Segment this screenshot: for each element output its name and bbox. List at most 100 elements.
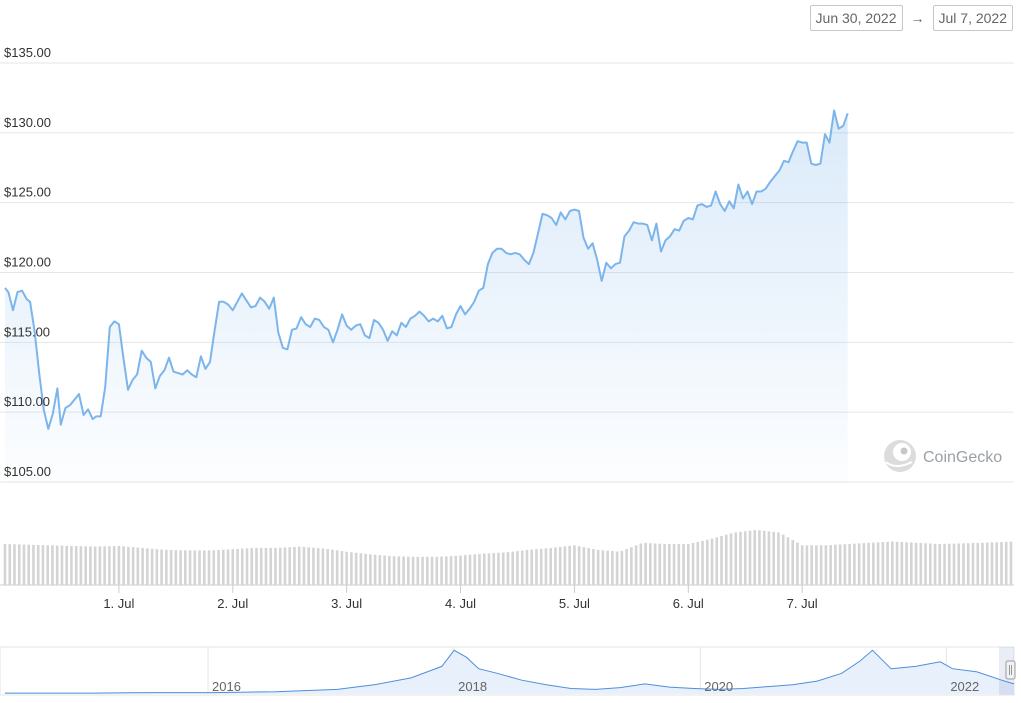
volume-bar [27,544,31,585]
volume-bar [3,544,7,585]
volume-bar [772,531,776,585]
volume-bar [857,543,861,585]
volume-bar [22,544,26,585]
x-tick-label: 7. Jul [787,596,818,611]
volume-bar [924,543,927,585]
volume-bar [463,555,467,585]
volume-bar [459,555,462,585]
volume-bar [117,545,121,585]
price-line [4,109,849,430]
volume-bar [962,543,965,585]
volume-bar [36,544,40,585]
volume-bar [577,546,581,585]
volume-bar [98,546,102,585]
volume-bar [150,548,154,585]
volume-bar [677,544,681,585]
volume-bar [558,546,562,585]
volume-bar [762,530,766,585]
volume-bar [853,543,856,585]
volume-bar [397,556,401,585]
volume-bar [13,544,16,585]
volume-bar [112,546,116,585]
volume-bar [388,555,391,585]
volume-bar [520,550,524,585]
range-start-input[interactable]: Jun 30, 2022 [809,5,903,31]
volume-bar [663,543,666,585]
volume-bar [108,546,111,585]
volume-bar [250,548,254,585]
volume-bar [501,552,505,585]
volume-bar [805,545,809,585]
volume-bar [516,551,519,585]
volume-bar [155,549,159,585]
volume-bar [658,543,662,585]
volume-bar [995,542,999,585]
volume-bar [60,545,64,585]
volume-bars [3,530,1013,585]
volume-bar [739,531,742,585]
volume-bar [1009,541,1013,585]
volume-bar [411,556,415,585]
volume-bar [103,546,106,585]
volume-bar [539,548,543,585]
volume-bar [933,543,937,585]
volume-bar [786,537,790,585]
volume-bar [141,547,144,585]
volume-bar [184,550,187,585]
volume-bar [592,549,595,585]
volume-bar [947,543,951,585]
volume-bar [791,539,794,585]
navigator[interactable]: 2016 2018 2020 2022 [0,646,1016,696]
volume-bar [51,545,54,585]
volume-bar [554,547,557,585]
volume-bar [587,548,590,585]
volume-bar [563,546,567,585]
volume-bar [340,551,344,585]
volume-bar [392,556,396,585]
volume-bar [312,547,315,585]
y-tick-label: $125.00 [4,185,51,200]
volume-bar [615,551,619,585]
volume-bar [226,549,230,585]
x-tick-label: 2. Jul [217,596,248,611]
volume-bar [781,534,785,585]
volume-bar [335,550,339,585]
volume-bar [46,545,50,585]
volume-bar [440,556,443,585]
volume-bar [710,538,714,585]
range-end-input[interactable]: Jul 7, 2022 [932,5,1013,31]
volume-bar [122,546,125,585]
navigator-handle[interactable] [1005,660,1016,680]
volume-bar [350,552,353,585]
volume-bar [895,541,899,585]
volume-bar [430,556,434,585]
volume-bar [1000,542,1003,585]
volume-bar [881,542,885,585]
volume-bar [686,544,690,585]
volume-bar [402,556,405,585]
x-tick-label: 4. Jul [445,596,476,611]
volume-bar [17,544,21,585]
volume-bar [193,550,197,585]
volume-bar [55,545,59,585]
volume-bar [668,544,671,585]
volume-bar [819,545,823,585]
volume-bar [188,550,192,585]
volume-bar [582,547,586,585]
volume-bar [331,549,334,585]
volume-bar [981,542,984,585]
volume-bar [611,551,614,585]
x-tick-label: 3. Jul [331,596,362,611]
navigator-label: 2016 [212,679,241,694]
y-tick-label: $110.00 [4,394,50,409]
volume-bar [966,543,970,585]
volume-bar [900,541,904,585]
volume-bar [468,554,472,585]
volume-bar [65,545,68,585]
volume-bar [606,550,609,585]
volume-bar [169,549,173,585]
volume-bar [535,549,538,585]
volume-bar [302,546,306,585]
volume-bar [876,542,880,585]
